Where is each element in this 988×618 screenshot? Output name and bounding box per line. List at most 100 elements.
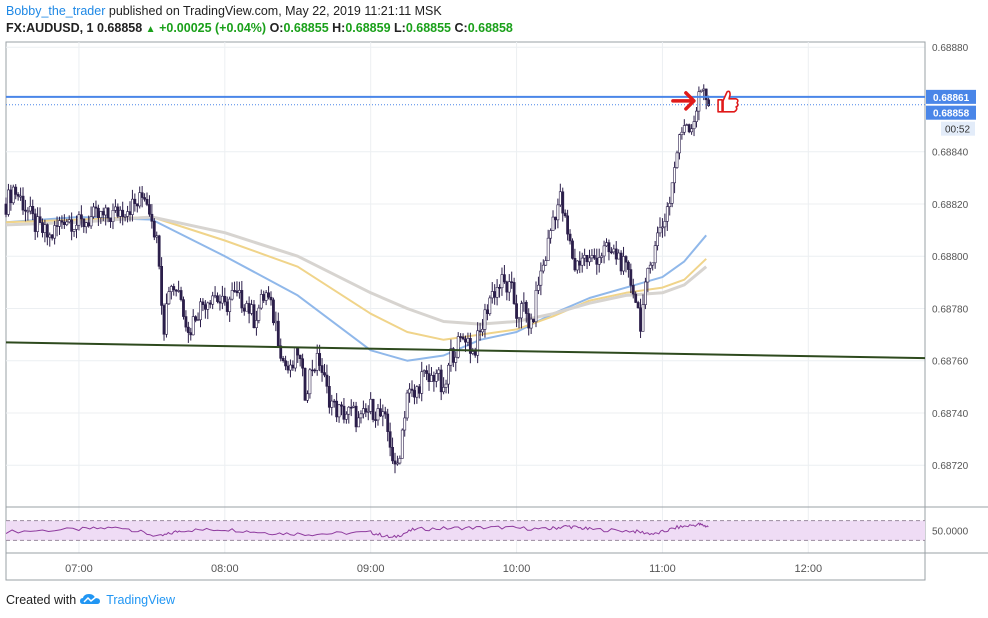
- candle-body: [21, 195, 25, 211]
- candle-body: [481, 329, 484, 333]
- candle-body: [286, 365, 290, 371]
- price-axis-label: 0.68720: [932, 461, 969, 472]
- candle-body: [656, 232, 659, 246]
- candle-body: [335, 400, 339, 418]
- candle-body: [264, 292, 268, 301]
- candle-body: [135, 203, 139, 207]
- candle-body: [36, 216, 40, 232]
- thumbs-up-icon[interactable]: [717, 90, 739, 113]
- candle-body: [607, 242, 611, 253]
- candle-body: [218, 301, 222, 304]
- candle-body: [235, 290, 239, 294]
- candle-body: [167, 291, 171, 305]
- candle-body: [216, 295, 219, 302]
- candle-body: [512, 282, 516, 304]
- candle-body: [374, 419, 377, 421]
- candle-body: [398, 458, 402, 464]
- candle-body: [143, 197, 146, 200]
- candle-body: [449, 348, 453, 366]
- candle-body: [274, 320, 278, 324]
- author-link[interactable]: Bobby_the_trader: [6, 4, 106, 18]
- candle-body: [306, 393, 309, 401]
- candle-body: [456, 336, 460, 358]
- price-chart[interactable]: 0.68880 0.68840 0.68820 0.68800 0.68780 0.687…: [0, 0, 988, 590]
- published-text: published on TradingView.com, May 22, 20…: [108, 4, 442, 18]
- candle-body: [549, 230, 552, 239]
- candle-body: [454, 356, 458, 363]
- candle-body: [371, 398, 375, 420]
- candle-body: [369, 398, 373, 412]
- candle-body: [72, 229, 76, 232]
- candle-body: [437, 369, 441, 374]
- candle-body: [663, 221, 667, 228]
- candle-body: [43, 224, 47, 233]
- candle-body: [293, 347, 297, 369]
- support-trendline[interactable]: [5, 341, 926, 360]
- candle-body: [561, 191, 565, 214]
- candle-body: [82, 218, 86, 228]
- candle-body: [138, 192, 142, 207]
- candle-body: [84, 222, 88, 228]
- candle-body: [45, 224, 49, 238]
- symbol-label[interactable]: FX:AUDUSD, 1: [6, 21, 94, 35]
- candle-body: [544, 260, 548, 266]
- candle-body: [692, 121, 696, 130]
- candle-body: [383, 411, 387, 415]
- candle-body: [573, 258, 577, 271]
- last-price: 0.68858: [97, 21, 143, 35]
- bar-countdown-tag: 00:52: [945, 125, 970, 136]
- candle-body: [466, 338, 470, 343]
- candle-body: [252, 304, 256, 329]
- candle-body: [510, 281, 514, 284]
- candle-body: [391, 447, 394, 462]
- candle-body: [318, 353, 322, 366]
- candle-body: [342, 405, 346, 420]
- candle-body: [11, 186, 15, 204]
- candle-body: [578, 260, 582, 266]
- candle-body: [529, 318, 533, 329]
- candle-body: [566, 215, 570, 235]
- symbol-legend: FX:AUDUSD, 1 0.68858 ▲ +0.00025 (+0.04%)…: [6, 21, 513, 35]
- candle-body: [310, 369, 314, 372]
- candle-body: [485, 309, 489, 315]
- candle-body: [527, 313, 531, 329]
- candle-body: [361, 408, 365, 415]
- candle-body: [425, 370, 429, 374]
- candle-body: [9, 189, 13, 204]
- candle-body: [276, 320, 280, 347]
- price-axis-label: 0.68800: [932, 252, 969, 263]
- tradingview-brand-link[interactable]: TradingView: [106, 593, 175, 607]
- candle-body: [690, 128, 694, 133]
- candle-body: [31, 206, 35, 215]
- candle-body: [658, 227, 662, 234]
- candle-body: [468, 338, 472, 354]
- candle-body: [675, 152, 679, 168]
- high-label: H:: [332, 21, 346, 35]
- candle-body: [225, 301, 229, 312]
- candle-body: [313, 369, 317, 372]
- candle-body: [575, 260, 579, 271]
- arrow-annotation-icon[interactable]: [671, 91, 696, 111]
- candle-body: [500, 274, 504, 289]
- candle-body: [447, 364, 450, 385]
- candle-body: [386, 413, 390, 432]
- candle-body: [488, 297, 492, 315]
- candle-body: [476, 330, 480, 356]
- candle-body: [430, 375, 433, 382]
- candle-body: [16, 194, 20, 197]
- time-axis-label: 08:00: [211, 563, 239, 575]
- candle-body: [279, 345, 283, 359]
- candle-body: [177, 290, 181, 292]
- candle-body: [388, 431, 392, 448]
- candle-body: [301, 358, 305, 369]
- candle-body: [347, 406, 351, 415]
- candle-body: [405, 392, 409, 419]
- candle-body: [128, 211, 132, 215]
- candle-body: [646, 268, 650, 283]
- candle-body: [505, 281, 509, 293]
- candle-body: [678, 134, 681, 154]
- candle-body: [483, 309, 487, 330]
- candle-body: [661, 226, 664, 229]
- candle-body: [160, 266, 163, 306]
- candle-body: [186, 326, 190, 333]
